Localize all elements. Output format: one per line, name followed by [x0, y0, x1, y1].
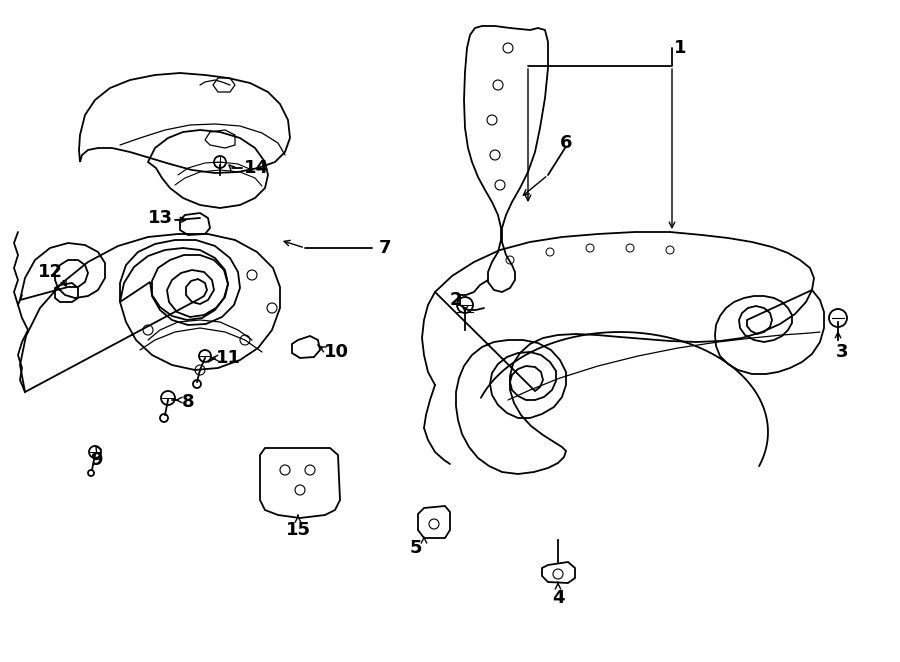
- Text: 2: 2: [450, 291, 463, 309]
- Text: 9: 9: [90, 451, 103, 469]
- Text: 15: 15: [285, 521, 310, 539]
- Text: 3: 3: [836, 343, 848, 361]
- Text: 14: 14: [244, 159, 268, 177]
- Polygon shape: [260, 448, 340, 518]
- Text: 7: 7: [379, 239, 392, 257]
- Text: 5: 5: [410, 539, 422, 557]
- Text: 6: 6: [560, 134, 572, 152]
- Text: 13: 13: [148, 209, 173, 227]
- Text: 11: 11: [215, 349, 240, 367]
- Text: 10: 10: [323, 343, 348, 361]
- Text: 12: 12: [38, 263, 62, 281]
- Text: 1: 1: [674, 39, 686, 57]
- Text: 8: 8: [182, 393, 194, 411]
- Text: 4: 4: [552, 589, 564, 607]
